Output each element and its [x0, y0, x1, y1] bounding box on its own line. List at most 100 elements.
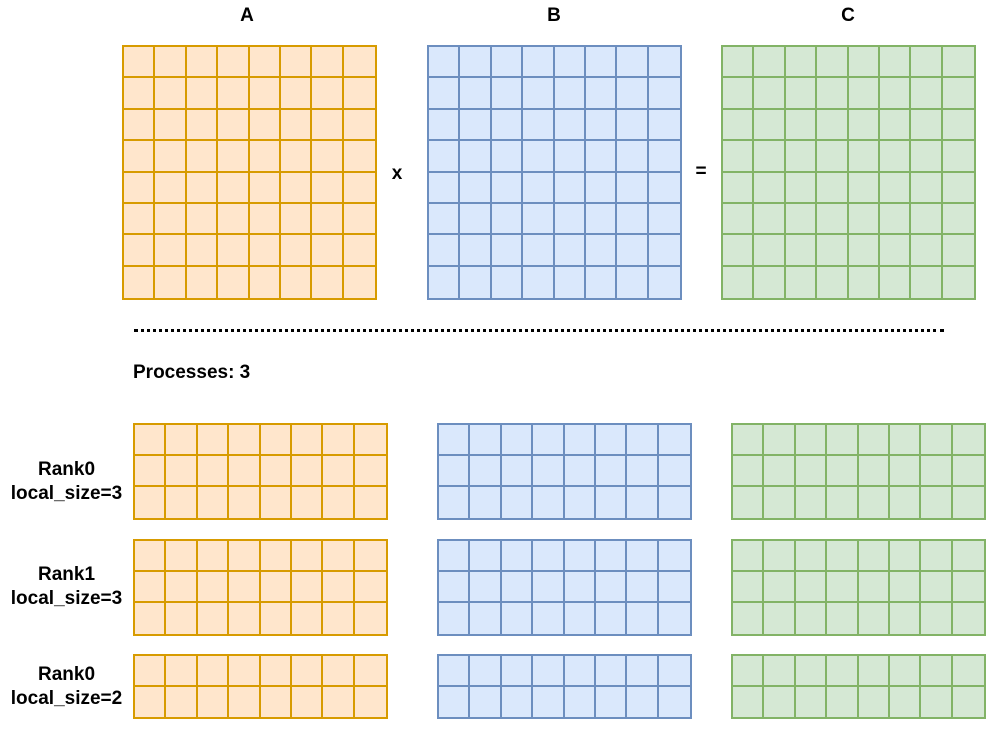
matrix-cell — [460, 141, 492, 173]
matrix-cell — [889, 572, 922, 603]
matrix-cell — [280, 172, 313, 204]
matrix-cell — [533, 487, 565, 518]
rank-name: Rank0 — [37, 664, 96, 685]
rank1-matrix-c-block — [731, 539, 986, 636]
rank-name: Rank0 — [37, 459, 96, 480]
matrix-cell — [764, 572, 796, 603]
matrix-b-label: B — [547, 5, 561, 26]
matrix-cell — [921, 656, 953, 687]
matrix-cell — [817, 109, 849, 142]
matrix-cell — [429, 78, 461, 110]
matrix-cell — [658, 572, 690, 603]
matrix-cell — [533, 425, 565, 456]
matrix-cell — [733, 541, 765, 572]
rank-local-size: local_size=3 — [10, 483, 123, 504]
matrix-cell — [565, 487, 596, 518]
matrix-cell — [523, 141, 555, 173]
matrix-cell — [859, 487, 890, 518]
matrix-cell — [523, 172, 555, 204]
matrix-cell — [280, 203, 313, 236]
matrix-cell — [166, 487, 198, 518]
matrix-cell — [733, 456, 765, 487]
matrix-cell — [627, 603, 659, 634]
matrix-cell — [942, 141, 974, 173]
matrix-cell — [733, 425, 765, 456]
matrix-cell — [733, 686, 765, 717]
matrix-cell — [827, 487, 859, 518]
matrix-cell — [218, 235, 250, 267]
matrix-cell — [280, 47, 313, 79]
matrix-cell — [786, 266, 818, 298]
matrix-cell — [617, 266, 649, 298]
matrix-cell — [617, 235, 649, 267]
matrix-cell — [501, 656, 534, 687]
matrix-cell — [564, 425, 596, 456]
matrix-cell — [501, 541, 534, 572]
matrix-cell — [565, 603, 596, 634]
matrix-cell — [911, 78, 943, 110]
matrix-cell — [198, 603, 230, 634]
matrix-cell — [785, 47, 818, 79]
matrix-cell — [627, 487, 659, 518]
matrix-cell — [596, 603, 628, 634]
matrix-cell — [754, 141, 786, 173]
matrix-cell — [166, 541, 198, 572]
matrix-cell — [953, 687, 984, 718]
matrix-cell — [921, 541, 953, 572]
matrix-cell — [764, 686, 796, 717]
matrix-cell — [491, 141, 524, 173]
matrix-cell — [291, 572, 324, 603]
rank1-matrix-a-block — [133, 539, 388, 636]
matrix-cell — [953, 487, 984, 518]
matrix-cell — [952, 656, 984, 687]
matrix-cell — [250, 266, 281, 298]
matrix-cell — [785, 172, 818, 204]
matrix-cell — [186, 109, 219, 142]
matrix-cell — [785, 141, 818, 173]
rank0-matrix-a-block — [133, 423, 388, 520]
matrix-cell — [354, 425, 386, 456]
matrix-cell — [648, 141, 680, 173]
matrix-cell — [911, 266, 943, 298]
matrix-cell — [291, 456, 324, 487]
matrix-cell — [323, 656, 355, 687]
matrix-cell — [492, 266, 524, 298]
matrix-cell — [429, 109, 461, 142]
matrix-cell — [848, 235, 880, 267]
matrix-cell — [460, 203, 492, 236]
matrix-cell — [249, 172, 281, 204]
matrix-a-label: A — [240, 5, 254, 26]
matrix-cell — [135, 487, 167, 518]
matrix-cell — [491, 172, 524, 204]
matrix-cell — [155, 172, 187, 204]
matrix-cell — [135, 656, 167, 687]
matrix-cell — [564, 541, 596, 572]
matrix-cell — [733, 572, 765, 603]
matrix-cell — [554, 172, 586, 204]
matrix-cell — [952, 456, 984, 487]
matrix-cell — [585, 203, 618, 236]
processes-label: Processes: 3 — [133, 362, 251, 383]
matrix-cell — [648, 110, 680, 142]
matrix-cell — [354, 656, 386, 687]
matrix-cell — [627, 656, 659, 687]
matrix-cell — [429, 235, 461, 267]
matrix-cell — [754, 109, 786, 142]
matrix-cell — [785, 235, 818, 267]
matrix-cell — [229, 456, 261, 487]
matrix-cell — [817, 266, 849, 298]
matrix-cell — [817, 78, 849, 110]
matrix-cell — [533, 456, 565, 487]
matrix-cell — [354, 572, 386, 603]
matrix-cell — [723, 109, 755, 142]
matrix-cell — [323, 487, 355, 518]
matrix-cell — [166, 656, 198, 687]
matrix-cell — [124, 78, 156, 110]
rank2-matrix-a-block — [133, 654, 388, 719]
matrix-cell — [617, 203, 649, 236]
matrix-cell — [439, 541, 471, 572]
matrix-cell — [186, 172, 219, 204]
matrix-cell — [764, 603, 796, 634]
multiply-operator: x — [391, 163, 403, 184]
matrix-cell — [554, 78, 586, 110]
